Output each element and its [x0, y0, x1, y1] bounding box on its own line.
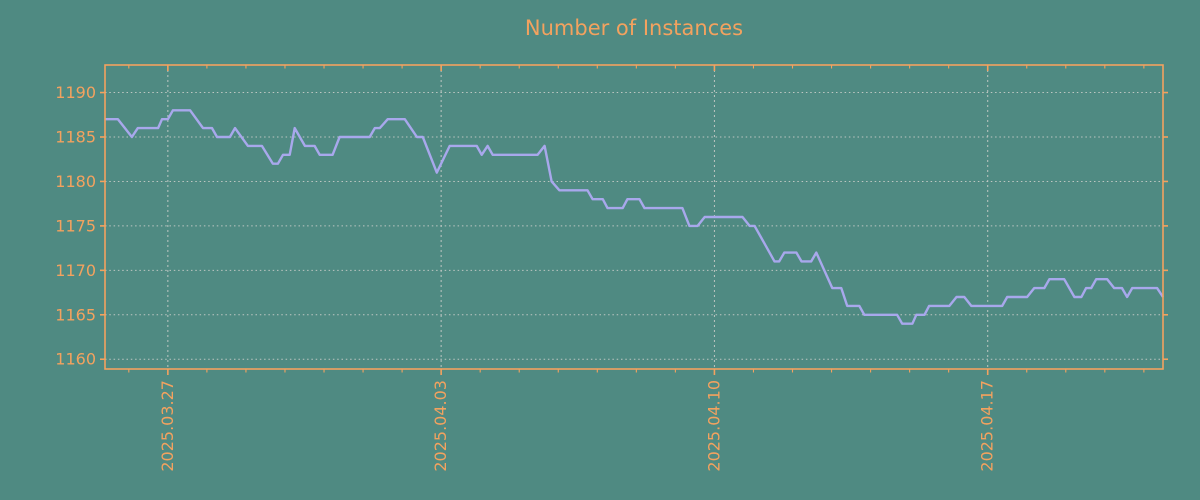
- y-tick-label: 1180: [55, 172, 96, 191]
- y-tick-label: 1190: [55, 83, 96, 102]
- x-axis-labels: 2025.03.27 2025.04.03 2025.04.10 2025.04.17: [158, 380, 997, 472]
- grid-lines: [105, 65, 1163, 369]
- x-tick-label: 2025.04.10: [704, 380, 723, 472]
- chart-title: Number of Instances: [524, 16, 744, 40]
- x-tick-label: 2025.04.17: [978, 380, 997, 472]
- y-axis-labels: 1160 1165 1170 1175 1180 1185 1190: [55, 83, 96, 369]
- y-tick-label: 1175: [55, 216, 96, 235]
- axis-ticks: [100, 65, 1168, 375]
- series-instances-line: [105, 109, 1165, 325]
- y-tick-label: 1165: [55, 305, 96, 324]
- plot-border: [104, 64, 1164, 370]
- x-tick-label: 2025.03.27: [158, 380, 177, 472]
- y-tick-label: 1160: [55, 350, 96, 369]
- x-tick-label: 2025.04.03: [431, 380, 450, 472]
- y-tick-label: 1170: [55, 261, 96, 280]
- y-tick-label: 1185: [55, 128, 96, 147]
